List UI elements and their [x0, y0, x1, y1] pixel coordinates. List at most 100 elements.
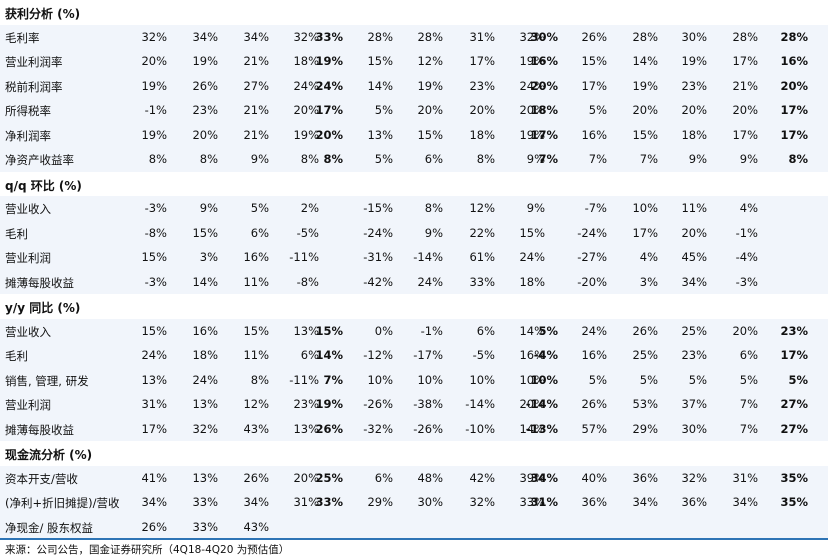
table-cell: 35% [780, 470, 808, 485]
table-cell: 23% [681, 348, 707, 362]
table-cell: -32% [363, 421, 393, 436]
table-cell: 24% [519, 250, 545, 264]
table-row: 营业收入 -3% 9% 5% 2% -15% 8% 12% 9% -7% 10% 11% 4% [0, 196, 828, 221]
table-cell: 24% [293, 78, 319, 93]
table-cell: 19% [192, 54, 218, 68]
table-cell: 9% [526, 152, 545, 166]
table-cell: 14% [519, 323, 545, 338]
table-cell: 6% [374, 470, 393, 485]
table-cell: 9% [739, 152, 758, 166]
table-cell: 17% [632, 225, 658, 240]
table-cell: 4% [739, 201, 758, 215]
table-cell: -13% [525, 421, 558, 436]
table-cell: 28% [417, 29, 443, 44]
table-cell: 45% [681, 250, 707, 264]
table-cell: 33% [469, 274, 495, 289]
table-cell: 32% [293, 29, 319, 44]
table-cell: -24% [577, 225, 607, 240]
table-cell: 18% [293, 54, 319, 68]
table-cell: 14% [192, 274, 218, 289]
table-cell: 15% [315, 323, 343, 338]
table-cell: 20% [469, 103, 495, 117]
table-cell: -10% [465, 421, 495, 436]
table-cell: 33% [315, 495, 343, 509]
table-cell: 26% [141, 519, 167, 534]
table-cell: 22% [469, 225, 495, 240]
source-divider [0, 538, 828, 540]
table-cell: 15% [141, 250, 167, 264]
table-row: 毛利 -8% 15% 6% -5% -24% 9% 22% 15% -24% 17% 20% -1% [0, 220, 828, 245]
table-cell: 35% [780, 495, 808, 509]
row-label: 营业利润 [5, 251, 51, 265]
table-cell: 7% [639, 152, 658, 166]
section-title: 获利分析 (%) [5, 7, 81, 21]
row-label: (净利+折旧摊提)/营收 [5, 496, 120, 510]
table-cell: -20% [577, 274, 607, 289]
table-cell: 15% [141, 323, 167, 338]
table-cell: 34% [681, 274, 707, 289]
table-cell: 26% [243, 470, 269, 485]
table-cell: 20% [732, 323, 758, 338]
table-cell: 19% [632, 78, 658, 93]
table-cell: -1% [735, 225, 758, 240]
table-cell: 19% [293, 127, 319, 142]
table-cell: 19% [315, 54, 343, 68]
table-cell: 33% [192, 519, 218, 534]
table-cell: -8% [144, 225, 167, 240]
table-cell: 34% [243, 495, 269, 509]
table-cell: 12% [469, 201, 495, 215]
table-cell: 61% [469, 250, 495, 264]
table-cell: 34% [192, 29, 218, 44]
table-cell: 32% [469, 495, 495, 509]
table-row: 营业利润 31% 13% 12% 23% 19% -26% -38% -14% 20% -14% 26… [0, 392, 828, 417]
table-cell: 32% [519, 29, 545, 44]
table-cell: 6% [300, 348, 319, 362]
table-cell: 11% [243, 348, 269, 362]
table-cell: 31% [530, 495, 558, 509]
table-cell: 20% [293, 470, 319, 485]
table-row: 营业收入 15% 16% 15% 13% 15% 0% -1% 6% 14% 5% 24% 26% 25%… [0, 318, 828, 343]
table-cell: 14% [315, 348, 343, 362]
table-cell: 9% [199, 201, 218, 215]
table-cell: 20% [141, 54, 167, 68]
table-cell: 17% [315, 103, 343, 117]
table-cell: 3% [199, 250, 218, 264]
table-cell: 6% [250, 225, 269, 240]
table-cell: -11% [289, 372, 319, 387]
table-cell: 28% [780, 29, 808, 44]
row-label: 摊薄每股收益 [5, 275, 74, 290]
table-cell: -3% [735, 274, 758, 289]
section-title: q/q 环比 (%) [5, 178, 82, 193]
table-cell: -1% [420, 323, 443, 338]
table-cell: 30% [417, 495, 443, 509]
table-cell: 17% [732, 54, 758, 68]
table-cell: 5% [688, 372, 707, 387]
table-cell: 20% [681, 103, 707, 117]
table-cell: -3% [144, 201, 167, 215]
table-cell: 8% [476, 152, 495, 166]
table-cell: 11% [243, 274, 269, 289]
table-cell: 31% [141, 397, 167, 411]
table-cell: 17% [530, 127, 558, 142]
table-row: 摊薄每股收益 17% 32% 43% 13% 26% -32% -26% -10% 14% -13%… [0, 416, 828, 441]
table-cell: 20% [192, 127, 218, 142]
table-cell: 20% [519, 103, 545, 117]
table-cell: 12% [417, 54, 443, 68]
table-cell: 20% [632, 103, 658, 117]
table-cell: -24% [363, 225, 393, 240]
table-cell: 18% [519, 274, 545, 289]
table-cell: 15% [519, 225, 545, 240]
table-cell: 16% [581, 348, 607, 362]
table-cell: 4% [639, 250, 658, 264]
table-cell: 19% [681, 54, 707, 68]
table-row: 毛利率 32% 34% 34% 32% 33% 28% 28% 31% 32% 30% 26% 28% 3… [0, 24, 828, 49]
table-cell: -14% [465, 397, 495, 411]
table-cell: 27% [780, 397, 808, 411]
table-cell: 17% [780, 103, 808, 117]
table-cell: -1% [144, 103, 167, 117]
table-cell: 43% [243, 421, 269, 436]
table-cell: 7% [538, 152, 558, 166]
table-cell: 40% [581, 470, 607, 485]
table-cell: 26% [581, 29, 607, 44]
table-cell: 8% [788, 152, 808, 166]
